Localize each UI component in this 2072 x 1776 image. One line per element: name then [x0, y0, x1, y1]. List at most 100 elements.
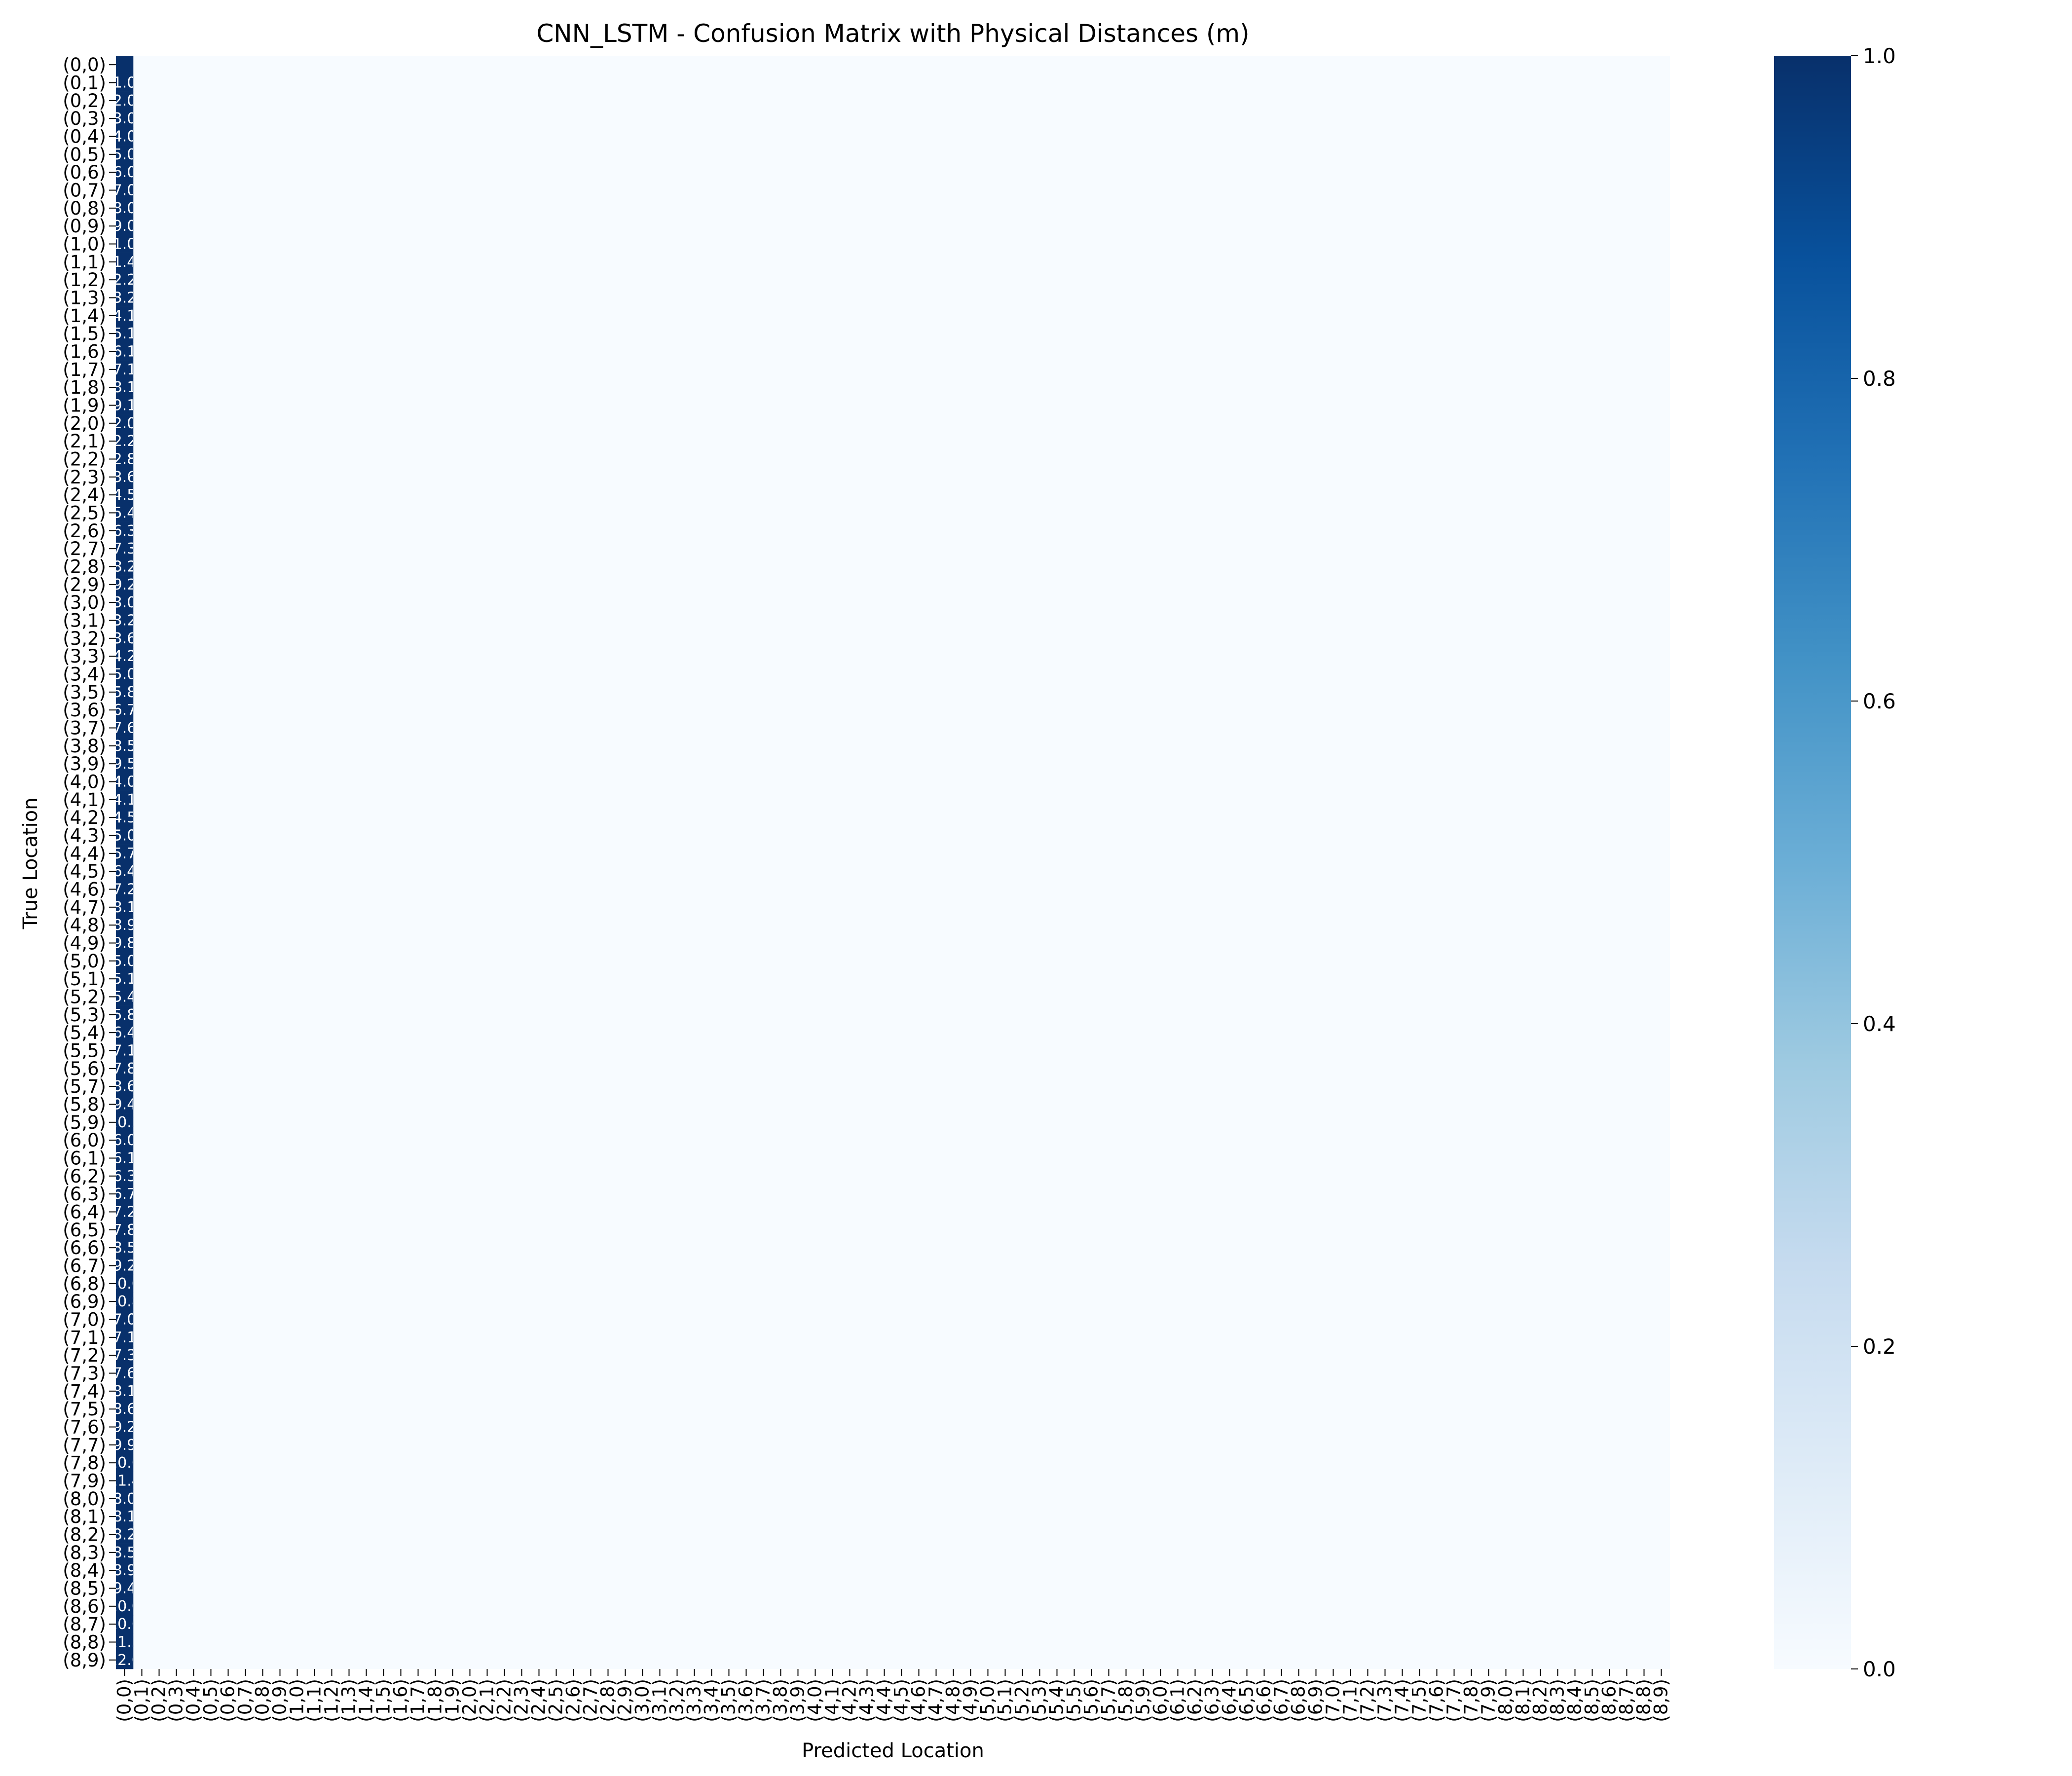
chart-title: CNN_LSTM - Confusion Matrix with Physica… — [536, 19, 1249, 48]
cell-annotation: 7.1 — [113, 361, 137, 378]
heatmap-cell — [116, 1024, 134, 1042]
y-tick-label: (6,6) — [63, 1237, 106, 1258]
heatmap-cell — [116, 1382, 134, 1401]
heatmap-cell — [116, 701, 134, 719]
heatmap-cell — [116, 898, 134, 917]
y-tick-label: (0,1) — [63, 73, 106, 94]
heatmap-cell — [116, 1149, 134, 1167]
x-tick-label: (4,9) — [960, 1679, 981, 1722]
heatmap-cell — [116, 1257, 134, 1275]
cell-annotation: 5.0 — [113, 146, 137, 163]
cell-annotation: 8.9 — [113, 917, 137, 934]
cell-annotation: 3.0 — [113, 110, 137, 127]
cell-annotation: 6.0 — [113, 1132, 137, 1149]
y-tick-label: (3,9) — [63, 753, 106, 775]
x-tick-label: (7,9) — [1478, 1679, 1499, 1722]
y-tick-label: (4,3) — [63, 825, 106, 847]
x-tick-label: (7,8) — [1461, 1679, 1482, 1722]
heatmap-cell — [116, 396, 134, 414]
heatmap-cell — [116, 181, 134, 199]
heatmap-cell — [116, 1005, 134, 1024]
y-tick-label: (2,9) — [63, 574, 106, 595]
cell-annotation: 8.0 — [113, 200, 137, 217]
cell-annotation: 2.2 — [113, 271, 137, 289]
x-tick-label: (5,6) — [1081, 1679, 1102, 1722]
cell-annotation: 9.2 — [113, 576, 137, 593]
heatmap-cell — [116, 1239, 134, 1257]
x-tick-label: (8,0) — [1495, 1679, 1517, 1722]
cell-annotation: 1.0 — [113, 236, 137, 253]
cell-annotation: 7.6 — [113, 1365, 137, 1382]
x-tick-label: (2,6) — [563, 1679, 584, 1722]
cell-annotation: 10.3 — [108, 1114, 141, 1131]
cell-annotation: 3.2 — [113, 612, 137, 629]
y-tick-label: (3,2) — [63, 628, 106, 649]
x-tick-label: (8,1) — [1513, 1679, 1534, 1722]
cell-annotation: 1.0 — [113, 74, 137, 92]
cell-annotation: 8.0 — [113, 1490, 137, 1508]
heatmap-cell — [116, 1095, 134, 1113]
heatmap-cell — [116, 575, 134, 594]
heatmap-cell — [116, 325, 134, 343]
y-tick-label: (2,7) — [63, 538, 106, 559]
colorbar-gradient — [1774, 56, 1851, 1669]
x-tick-label: (0,3) — [166, 1679, 187, 1722]
y-tick-label: (2,2) — [63, 449, 106, 470]
cell-annotation: 9.2 — [113, 1258, 137, 1275]
x-tick-label: (6,4) — [1219, 1679, 1240, 1722]
heatmap-cell — [116, 611, 134, 629]
cell-annotation: 10.6 — [108, 1454, 141, 1472]
y-tick-label: (5,8) — [63, 1094, 106, 1115]
x-tick-label: (1,1) — [304, 1679, 325, 1722]
cell-annotation: 11.4 — [108, 1473, 141, 1490]
y-tick-labels: (0,0)(0,1)(0,2)(0,3)(0,4)(0,5)(0,6)(0,7)… — [63, 54, 116, 1671]
x-tick-label: (4,4) — [874, 1679, 895, 1722]
x-tick-label: (1,9) — [442, 1679, 463, 1722]
x-tick-label: (0,1) — [131, 1679, 152, 1722]
y-tick-label: (2,5) — [63, 503, 106, 524]
y-tick-label: (0,5) — [63, 144, 106, 165]
cell-annotation: 12.0 — [108, 1652, 141, 1669]
x-tick-label: (6,1) — [1167, 1679, 1188, 1722]
colorbar-tick-label: 0.8 — [1863, 367, 1896, 391]
cell-annotation: 2.0 — [113, 92, 137, 110]
heatmap-cell — [116, 1041, 134, 1060]
x-tick-label: (1,8) — [425, 1679, 446, 1722]
x-tick-label: (5,1) — [995, 1679, 1016, 1722]
y-tick-label: (3,0) — [63, 592, 106, 613]
x-tick-label: (0,4) — [183, 1679, 204, 1722]
cell-annotation: 6.4 — [113, 1024, 137, 1041]
y-tick-label: (8,9) — [63, 1650, 106, 1671]
y-tick-label: (0,2) — [63, 90, 106, 111]
y-tick-label: (0,8) — [63, 198, 106, 219]
y-tick-label: (6,9) — [63, 1291, 106, 1312]
cell-annotation: 9.5 — [113, 755, 137, 773]
heatmap-cell — [116, 1597, 134, 1616]
x-tick-label: (2,9) — [615, 1679, 636, 1722]
cell-annotation: 7.6 — [113, 720, 137, 737]
heatmap-cell — [116, 414, 134, 433]
heatmap-cell — [116, 450, 134, 468]
cell-annotation: 7.8 — [113, 1060, 137, 1077]
cell-annotation: 9.0 — [113, 218, 137, 235]
heatmap-cell — [116, 1525, 134, 1544]
heatmap-cell — [116, 790, 134, 809]
heatmap-cell — [116, 1328, 134, 1347]
cell-annotation: 4.2 — [113, 648, 137, 665]
cell-annotation: 8.5 — [113, 1544, 137, 1561]
heatmap-cell — [116, 110, 134, 128]
y-tick-label: (2,6) — [63, 520, 106, 542]
x-tick-label: (2,7) — [580, 1679, 601, 1722]
heatmap-cell — [116, 91, 134, 110]
heatmap-cell — [116, 253, 134, 271]
x-tick-labels: (0,0)(0,1)(0,2)(0,3)(0,4)(0,5)(0,6)(0,7)… — [114, 1669, 1672, 1722]
y-tick-label: (4,8) — [63, 915, 106, 936]
x-tick-label: (3,4) — [701, 1679, 722, 1722]
y-tick-label: (8,4) — [63, 1560, 106, 1581]
cell-annotation: 5.0 — [113, 666, 137, 683]
cell-annotation: 2.8 — [113, 451, 137, 468]
cell-annotation: 5.1 — [113, 325, 137, 342]
y-tick-label: (6,4) — [63, 1202, 106, 1223]
x-tick-label: (8,7) — [1616, 1679, 1637, 1722]
